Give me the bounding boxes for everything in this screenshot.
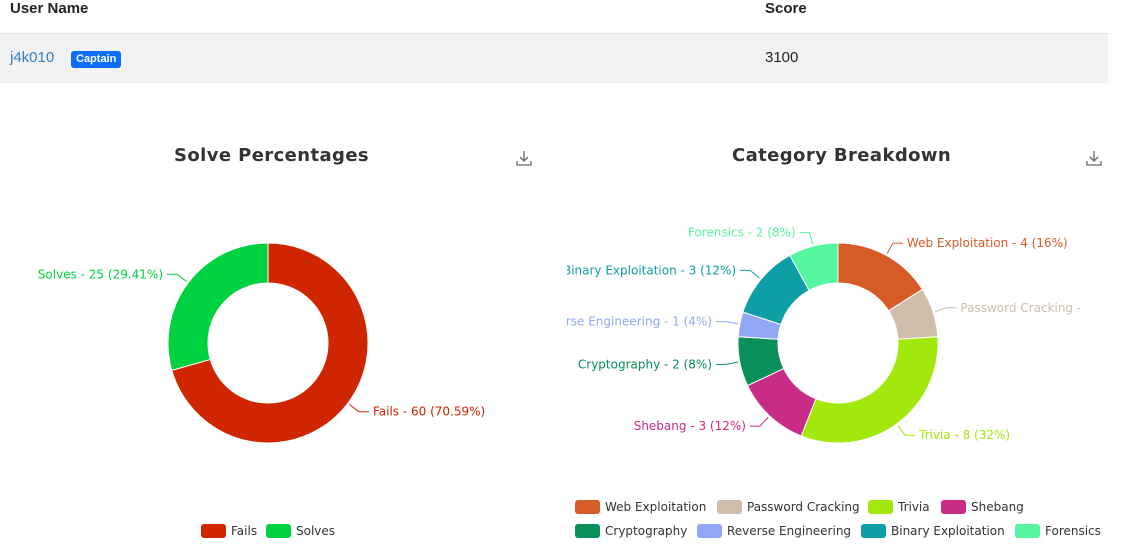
legend-swatch <box>201 524 226 538</box>
leader-line-forensics <box>799 232 814 245</box>
data-label-cryptography: Cryptography - 2 (8%) <box>578 357 712 371</box>
data-label-password-cracking: Password Cracking - 2 (8%) <box>960 301 1124 315</box>
column-header-user-name: User Name <box>10 0 89 17</box>
legend-label: Reverse Engineering <box>727 524 851 538</box>
legend-item-reverse-engineering[interactable]: Reverse Engineering <box>697 524 851 538</box>
category-breakdown-title: Category Breakdown <box>732 145 952 166</box>
legend-swatch <box>575 524 600 538</box>
legend-label: Password Cracking <box>747 500 860 514</box>
legend-label: Fails <box>231 524 257 538</box>
table-header: User Name Score <box>0 0 1108 34</box>
leader-line-password-cracking <box>934 307 957 312</box>
legend-label: Shebang <box>971 500 1024 514</box>
captain-badge: Captain <box>71 51 122 68</box>
legend-label: Forensics <box>1045 524 1101 538</box>
download-icon[interactable] <box>1085 149 1103 167</box>
legend-item-cryptography[interactable]: Cryptography <box>575 524 687 538</box>
legend-label: Solves <box>296 524 335 538</box>
leader-line-web-exploitation <box>886 242 903 254</box>
leader-line-solves <box>167 273 187 282</box>
legend-swatch <box>266 524 291 538</box>
data-label-solves: Solves - 25 (29.41%) <box>38 267 163 281</box>
legend-label: Trivia <box>897 500 930 514</box>
data-label-web-exploitation: Web Exploitation - 4 (16%) <box>907 236 1068 250</box>
legend-item-password-cracking[interactable]: Password Cracking <box>717 500 860 514</box>
legend-item-web-exploitation[interactable]: Web Exploitation <box>575 500 706 514</box>
legend-item-solves[interactable]: Solves <box>266 524 335 538</box>
data-label-fails: Fails - 60 (70.59%) <box>373 405 485 419</box>
legend-label: Binary Exploitation <box>891 524 1005 538</box>
legend-label: Web Exploitation <box>605 500 706 514</box>
legend-item-forensics[interactable]: Forensics <box>1015 524 1101 538</box>
leader-line-trivia <box>897 425 916 436</box>
table-row: j4k010 Captain 3100 <box>0 34 1108 83</box>
legend-swatch <box>697 524 722 538</box>
legend-item-trivia[interactable]: Trivia <box>868 500 930 514</box>
data-label-trivia: Trivia - 8 (32%) <box>918 428 1010 442</box>
data-label-forensics: Forensics - 2 (8%) <box>688 226 796 240</box>
user-name-link[interactable]: j4k010 <box>10 49 55 66</box>
column-header-score: Score <box>765 0 807 17</box>
legend-swatch <box>717 500 742 514</box>
leader-line-reverse-engineering <box>716 321 738 325</box>
download-icon[interactable] <box>515 149 533 167</box>
slice-forensics[interactable] <box>789 242 839 292</box>
leader-line-binary-exploitation <box>740 269 760 279</box>
legend-swatch <box>941 500 966 514</box>
legend-item-binary-exploitation[interactable]: Binary Exploitation <box>861 524 1005 538</box>
data-label-reverse-engineering: Reverse Engineering - 1 (4%) <box>536 315 712 329</box>
legend-swatch <box>861 524 886 538</box>
legend-swatch <box>1015 524 1040 538</box>
legend-item-shebang[interactable]: Shebang <box>941 500 1024 514</box>
leader-line-shebang <box>749 417 769 427</box>
scoreboard-table: User Name Score j4k010 Captain 3100 <box>0 0 1108 83</box>
leader-line-cryptography <box>716 361 738 365</box>
slice-fails[interactable] <box>171 242 369 444</box>
slice-trivia[interactable] <box>800 336 939 444</box>
slice-solves[interactable] <box>167 242 269 371</box>
legend-label: Cryptography <box>605 524 687 538</box>
data-label-binary-exploitation: Binary Exploitation - 3 (12%) <box>563 263 736 277</box>
legend-item-fails[interactable]: Fails <box>201 524 257 538</box>
legend-swatch <box>575 500 600 514</box>
data-label-shebang: Shebang - 3 (12%) <box>634 419 746 433</box>
solve-percentages-title: Solve Percentages <box>174 145 370 166</box>
legend-swatch <box>868 500 893 514</box>
user-score: 3100 <box>765 49 799 66</box>
leader-line-fails <box>349 404 369 413</box>
